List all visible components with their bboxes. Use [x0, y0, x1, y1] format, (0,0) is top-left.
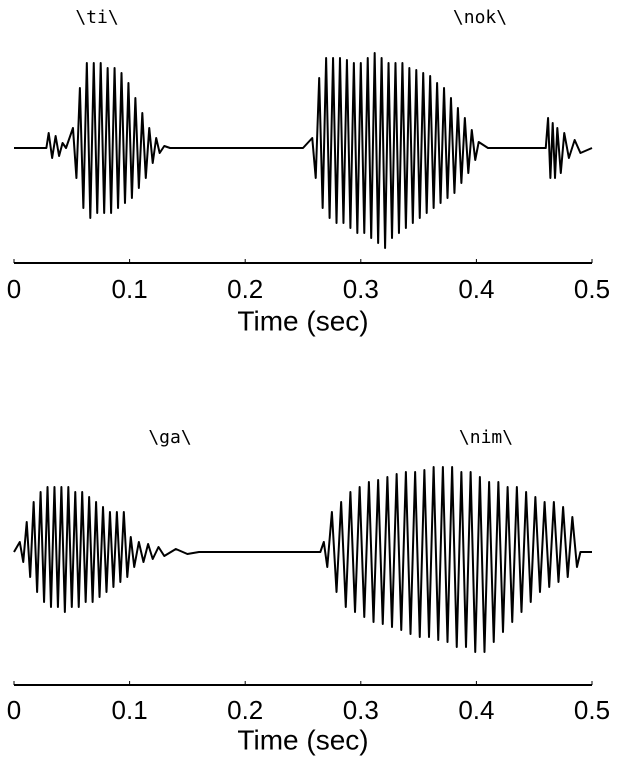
x-axis-label: Time (sec) [237, 724, 368, 755]
annotation: \nim\ [459, 427, 513, 448]
x-tick-label: 0.1 [112, 274, 148, 304]
annotation: \nok\ [453, 7, 507, 28]
x-tick-label: 0.3 [343, 274, 379, 304]
x-axis-label: Time (sec) [237, 305, 368, 336]
x-tick-label: 0.2 [227, 695, 263, 725]
waveform [13, 466, 592, 653]
x-tick-label: 0 [7, 274, 21, 304]
x-tick-label: 0.2 [227, 274, 263, 304]
annotation: \ti\ [75, 7, 118, 28]
annotation: \ga\ [148, 427, 191, 448]
x-tick-label: 0.4 [458, 695, 494, 725]
waveform [14, 52, 593, 249]
x-tick-label: 0.3 [343, 695, 379, 725]
x-tick-label: 0.5 [574, 274, 610, 304]
x-tick-label: 0.5 [574, 695, 610, 725]
x-tick-label: 0 [7, 695, 21, 725]
x-tick-label: 0.4 [458, 274, 494, 304]
x-tick-label: 0.1 [112, 695, 148, 725]
